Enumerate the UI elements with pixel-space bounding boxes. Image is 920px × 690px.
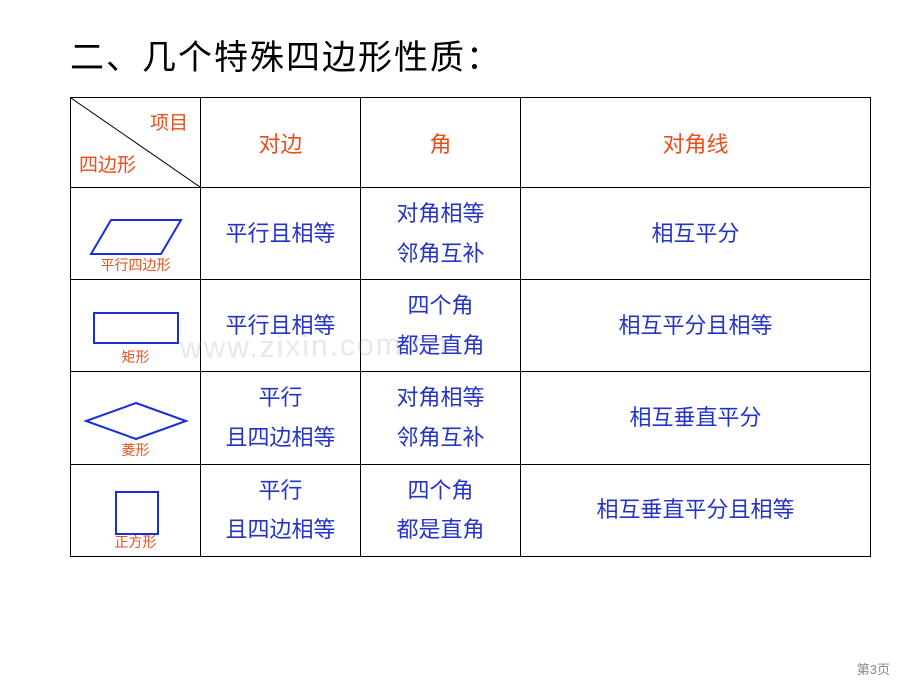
header-bottom-label: 四边形 xyxy=(79,150,136,177)
header-sides: 对边 xyxy=(201,98,361,188)
shape-cell-square: 正方形 xyxy=(71,464,201,556)
rectangle-icon xyxy=(86,307,186,351)
cell-angles: 对角相等 邻角互补 xyxy=(361,372,521,464)
cell-sides: 平行 且四边相等 xyxy=(201,372,361,464)
cell-diagonals: 相互垂直平分 xyxy=(521,372,871,464)
shape-caption: 菱形 xyxy=(71,440,200,460)
square-icon xyxy=(96,488,176,538)
page-title: 二、几个特殊四边形性质： xyxy=(70,30,870,79)
shape-cell-rectangle: 矩形 xyxy=(71,280,201,372)
header-diagonals: 对角线 xyxy=(521,98,871,188)
cell-angles: 四个角 都是直角 xyxy=(361,280,521,372)
table-row: 菱形 平行 且四边相等 对角相等 邻角互补 相互垂直平分 xyxy=(71,372,871,464)
properties-table: 项目 四边形 对边 角 对角线 平行四边形 平行且相等 对角相等 邻角互补 相互… xyxy=(70,97,871,557)
rhombus-icon xyxy=(81,399,191,443)
page: 二、几个特殊四边形性质： 项目 四边形 对边 角 对角线 平行四边形 xyxy=(0,0,920,690)
cell-sides: 平行 且四边相等 xyxy=(201,464,361,556)
header-angles: 角 xyxy=(361,98,521,188)
cell-sides: 平行且相等 xyxy=(201,280,361,372)
shape-caption: 矩形 xyxy=(71,347,200,367)
header-corner-cell: 项目 四边形 xyxy=(71,98,201,188)
header-top-label: 项目 xyxy=(150,108,188,135)
shape-cell-rhombus: 菱形 xyxy=(71,372,201,464)
cell-diagonals: 相互平分 xyxy=(521,188,871,280)
cell-diagonals: 相互垂直平分且相等 xyxy=(521,464,871,556)
table-row: 平行四边形 平行且相等 对角相等 邻角互补 相互平分 xyxy=(71,188,871,280)
cell-angles: 四个角 都是直角 xyxy=(361,464,521,556)
page-number: 第3页 xyxy=(857,659,890,678)
shape-cell-parallelogram: 平行四边形 xyxy=(71,188,201,280)
parallelogram-icon xyxy=(86,212,186,262)
header-row: 项目 四边形 对边 角 对角线 xyxy=(71,98,871,188)
cell-angles: 对角相等 邻角互补 xyxy=(361,188,521,280)
shape-caption: 正方形 xyxy=(71,532,200,552)
cell-sides: 平行且相等 xyxy=(201,188,361,280)
table-row: 矩形 平行且相等 四个角 都是直角 相互平分且相等 xyxy=(71,280,871,372)
table-row: 正方形 平行 且四边相等 四个角 都是直角 相互垂直平分且相等 xyxy=(71,464,871,556)
cell-diagonals: 相互平分且相等 xyxy=(521,280,871,372)
shape-caption: 平行四边形 xyxy=(71,255,200,275)
